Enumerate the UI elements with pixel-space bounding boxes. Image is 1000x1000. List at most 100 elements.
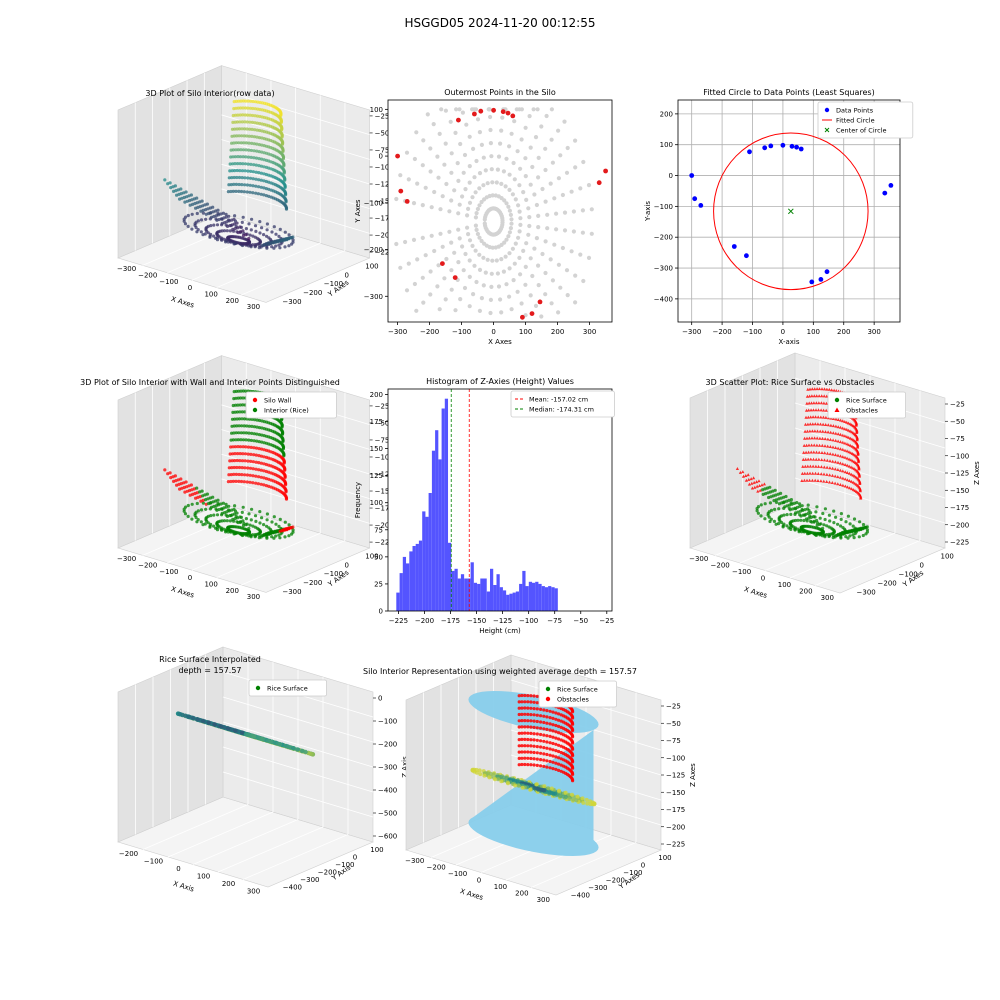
data-point bbox=[454, 107, 459, 112]
y-tick-label: −100 bbox=[324, 570, 343, 578]
data-point bbox=[254, 184, 258, 188]
obstacle-point bbox=[851, 438, 855, 442]
obstacle-point bbox=[535, 738, 539, 742]
obstacle-point bbox=[806, 457, 810, 461]
obstacle-point bbox=[847, 471, 851, 475]
z-tick-label: −150 bbox=[375, 198, 394, 206]
data-point bbox=[251, 243, 255, 247]
rice-point bbox=[755, 506, 759, 511]
data-point bbox=[244, 438, 248, 442]
data-point bbox=[556, 176, 562, 181]
obstacle-point bbox=[526, 700, 530, 704]
obstacle-point bbox=[809, 401, 814, 405]
data-point bbox=[471, 292, 476, 297]
outermost-point bbox=[529, 311, 535, 316]
data-point bbox=[518, 272, 523, 277]
data-point bbox=[199, 230, 203, 234]
data-point bbox=[220, 221, 224, 225]
z-tick-label: −400 bbox=[378, 787, 397, 795]
data-point bbox=[257, 426, 262, 430]
obstacle-point bbox=[535, 732, 539, 736]
surface-point bbox=[299, 748, 305, 754]
obstacle-point bbox=[545, 734, 549, 738]
data-point bbox=[230, 424, 234, 428]
data-point bbox=[528, 182, 533, 187]
obstacle-point bbox=[807, 443, 811, 447]
rice-point bbox=[802, 530, 806, 534]
rice-point bbox=[799, 518, 803, 522]
histogram-bar bbox=[470, 562, 474, 611]
obstacle-point bbox=[554, 711, 558, 715]
y-tick-label: 0 bbox=[669, 172, 673, 180]
data-point bbox=[540, 186, 545, 192]
data-point bbox=[260, 157, 264, 161]
histogram-bar bbox=[441, 408, 445, 611]
data-point bbox=[201, 233, 205, 237]
x-tick-label: −300 bbox=[682, 328, 701, 336]
rice-point bbox=[851, 524, 855, 528]
data-point bbox=[236, 162, 240, 166]
obstacle-point bbox=[824, 401, 828, 405]
data-point bbox=[182, 481, 186, 485]
histogram-bar bbox=[522, 570, 526, 611]
rice-point bbox=[785, 524, 789, 528]
data-point bbox=[556, 262, 562, 267]
obstacle-point bbox=[838, 440, 843, 444]
data-point bbox=[461, 268, 466, 273]
obstacle-point bbox=[559, 744, 563, 748]
y-tick-label: 125 bbox=[370, 472, 383, 480]
data-point bbox=[240, 169, 245, 173]
data-point bbox=[507, 266, 512, 271]
data-point bbox=[589, 207, 594, 212]
data-point bbox=[463, 187, 468, 192]
obstacle-point bbox=[554, 749, 558, 753]
data-point bbox=[248, 466, 253, 470]
obstacle-point bbox=[845, 442, 849, 446]
obstacle-point bbox=[545, 759, 549, 763]
data-point bbox=[253, 418, 257, 422]
data-point bbox=[236, 438, 240, 442]
data-point bbox=[224, 212, 228, 216]
data-point bbox=[565, 293, 570, 298]
data-point bbox=[439, 107, 444, 112]
obstacle-point bbox=[545, 740, 549, 744]
data-point bbox=[235, 221, 239, 225]
data-point bbox=[235, 417, 239, 421]
data-point bbox=[517, 255, 522, 260]
legend-label: Rice Surface bbox=[846, 397, 887, 405]
data-point bbox=[244, 99, 248, 103]
obstacle-point bbox=[758, 484, 762, 487]
data-point bbox=[488, 127, 493, 133]
data-point bbox=[287, 534, 291, 538]
data-point bbox=[467, 258, 472, 263]
histogram-bar bbox=[402, 556, 407, 611]
y-tick-label: −300 bbox=[282, 588, 301, 596]
obstacle-point bbox=[542, 746, 546, 750]
data-point bbox=[504, 156, 509, 161]
x-tick-label: 100 bbox=[204, 291, 217, 299]
z-tick-label: −200 bbox=[375, 232, 394, 240]
data-point bbox=[526, 206, 531, 211]
data-point bbox=[182, 191, 186, 195]
data-point bbox=[258, 244, 262, 248]
obstacle-point bbox=[847, 479, 852, 482]
data-point bbox=[504, 237, 509, 242]
data-point bbox=[243, 183, 247, 187]
data-point bbox=[512, 119, 517, 124]
data-point bbox=[447, 229, 452, 234]
data-point bbox=[744, 253, 749, 259]
x-tick-label: −100 bbox=[452, 328, 471, 336]
data-point bbox=[556, 128, 561, 133]
data-point bbox=[512, 177, 517, 182]
histogram-bar bbox=[512, 592, 516, 611]
histogram-bar bbox=[396, 592, 400, 611]
obstacle-point bbox=[741, 474, 745, 478]
data-point bbox=[215, 513, 220, 517]
obstacle-point bbox=[831, 431, 835, 435]
data-point bbox=[558, 285, 563, 290]
y-axis-label: Y Axes bbox=[354, 199, 362, 224]
obstacle-point bbox=[535, 751, 539, 755]
obstacle-point bbox=[819, 465, 823, 469]
data-point bbox=[195, 196, 199, 200]
data-point bbox=[243, 113, 247, 117]
